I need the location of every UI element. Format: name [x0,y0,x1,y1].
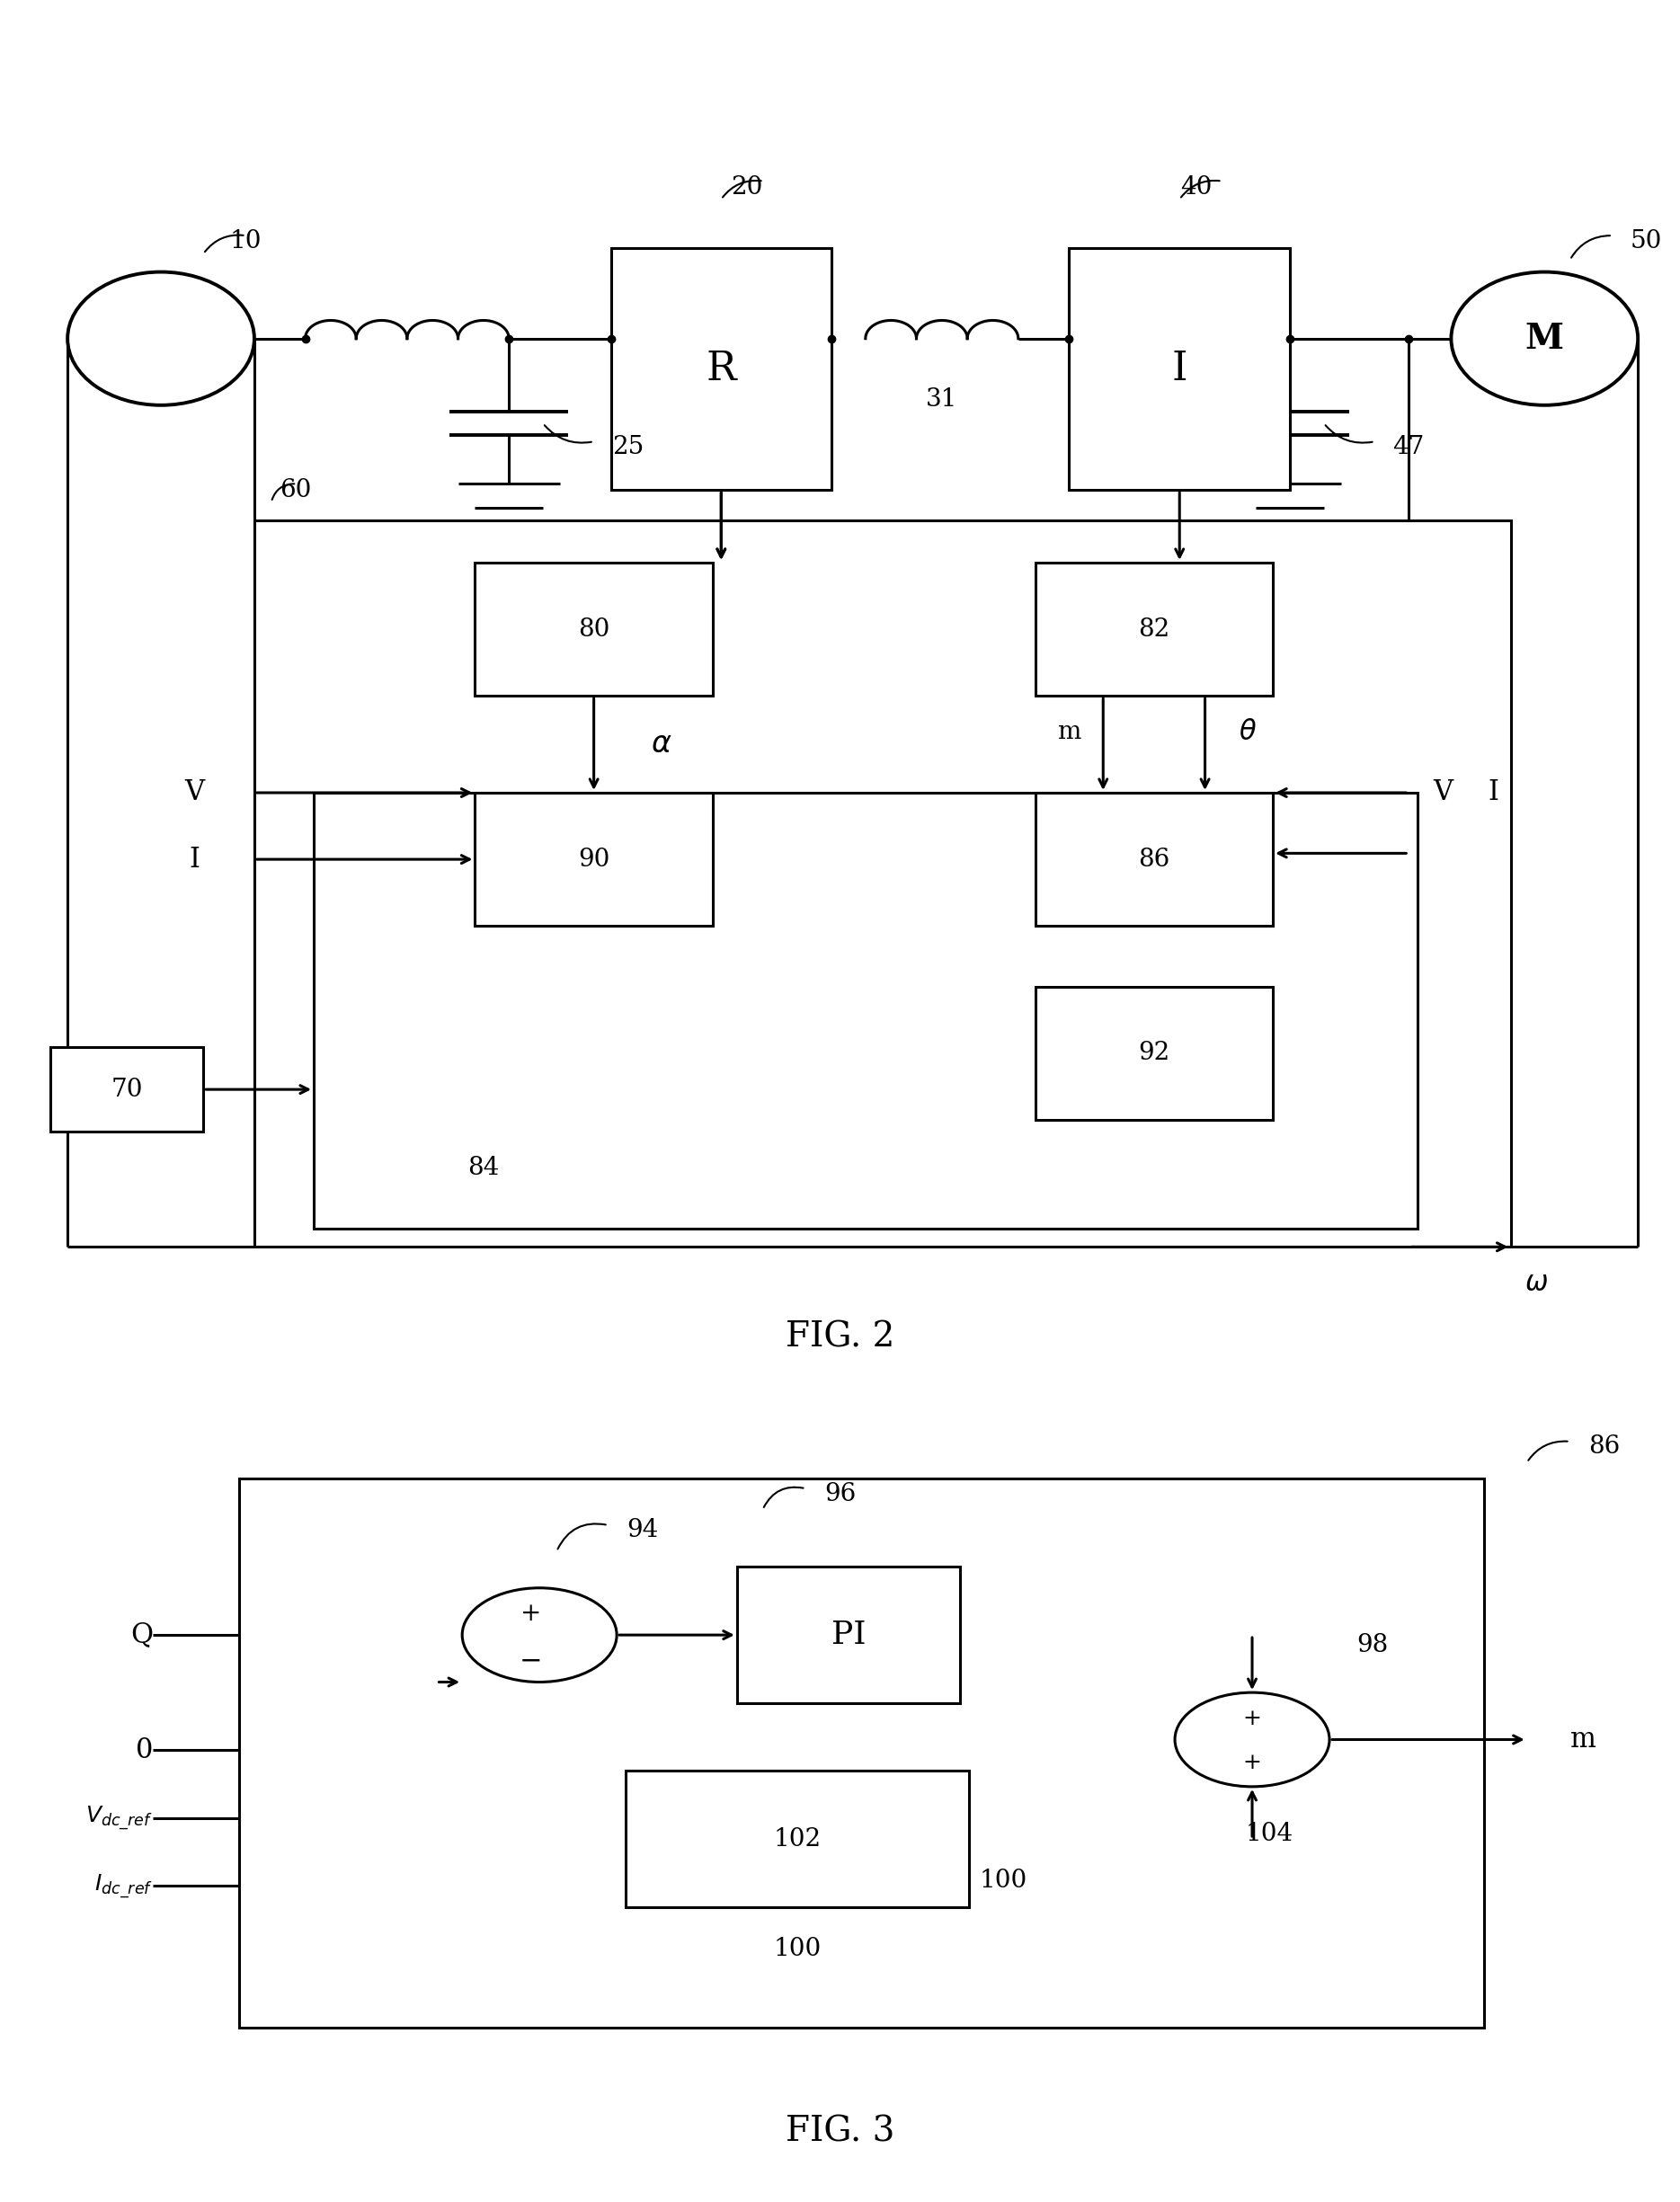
Text: $\omega$: $\omega$ [1524,1268,1547,1297]
Circle shape [1174,1693,1329,1786]
Text: I: I [1171,350,1188,388]
Text: $V_{dc\_ref}$: $V_{dc\_ref}$ [86,1803,153,1832]
Text: 96: 96 [825,1482,855,1506]
Circle shape [462,1588,617,1682]
Text: 0: 0 [136,1735,153,1764]
Text: $I_{dc\_ref}$: $I_{dc\_ref}$ [94,1872,153,1900]
Text: +: + [521,1601,541,1627]
Bar [475,793,712,925]
Text: R: R [706,350,736,388]
Text: 25: 25 [612,436,643,460]
Text: 92: 92 [1139,1042,1169,1066]
Text: 90: 90 [578,848,610,872]
Text: $\theta$: $\theta$ [1238,718,1257,746]
Text: I: I [190,846,200,874]
Text: 60: 60 [281,478,311,502]
Text: +: + [1243,1753,1262,1773]
Text: 104: 104 [1245,1821,1294,1845]
Text: 86: 86 [1139,848,1169,872]
Text: Q: Q [131,1621,153,1649]
Text: 47: 47 [1393,436,1425,460]
Text: $\alpha$: $\alpha$ [652,729,672,760]
Text: I: I [1488,780,1499,806]
Text: 70: 70 [111,1077,143,1101]
Text: m: m [1057,720,1080,744]
Bar [50,1046,203,1132]
Text: V: V [185,780,205,806]
Bar [314,793,1418,1229]
Bar [1035,793,1273,925]
Text: 94: 94 [627,1517,659,1544]
Text: +: + [1243,1709,1262,1729]
Bar [1035,986,1273,1119]
Text: 100: 100 [773,1936,822,1962]
Text: FIG. 3: FIG. 3 [786,2116,894,2149]
Circle shape [1452,271,1638,405]
Bar [1068,247,1290,489]
Text: 86: 86 [1588,1434,1620,1460]
Text: 31: 31 [926,388,958,412]
Text: PI: PI [832,1621,865,1649]
Text: 20: 20 [731,174,763,200]
Bar [612,247,832,489]
Text: M: M [1525,321,1564,357]
Text: 40: 40 [1181,174,1213,200]
Bar [625,1770,969,1907]
Text: 82: 82 [1139,617,1169,641]
Bar [738,1568,961,1702]
Bar [239,1478,1483,2028]
Text: 50: 50 [1631,229,1662,253]
Text: −: − [519,1647,543,1676]
Text: V: V [1433,780,1453,806]
Text: 100: 100 [979,1869,1026,1894]
Text: 84: 84 [467,1156,499,1180]
Text: 10: 10 [230,229,262,253]
Text: 102: 102 [773,1828,822,1852]
Bar [1035,564,1273,696]
Text: 80: 80 [578,617,610,641]
Text: FIG. 2: FIG. 2 [786,1321,894,1354]
Circle shape [67,271,254,405]
Text: 98: 98 [1356,1634,1388,1658]
Text: m: m [1569,1726,1596,1753]
Bar [475,564,712,696]
Bar [254,520,1510,1246]
